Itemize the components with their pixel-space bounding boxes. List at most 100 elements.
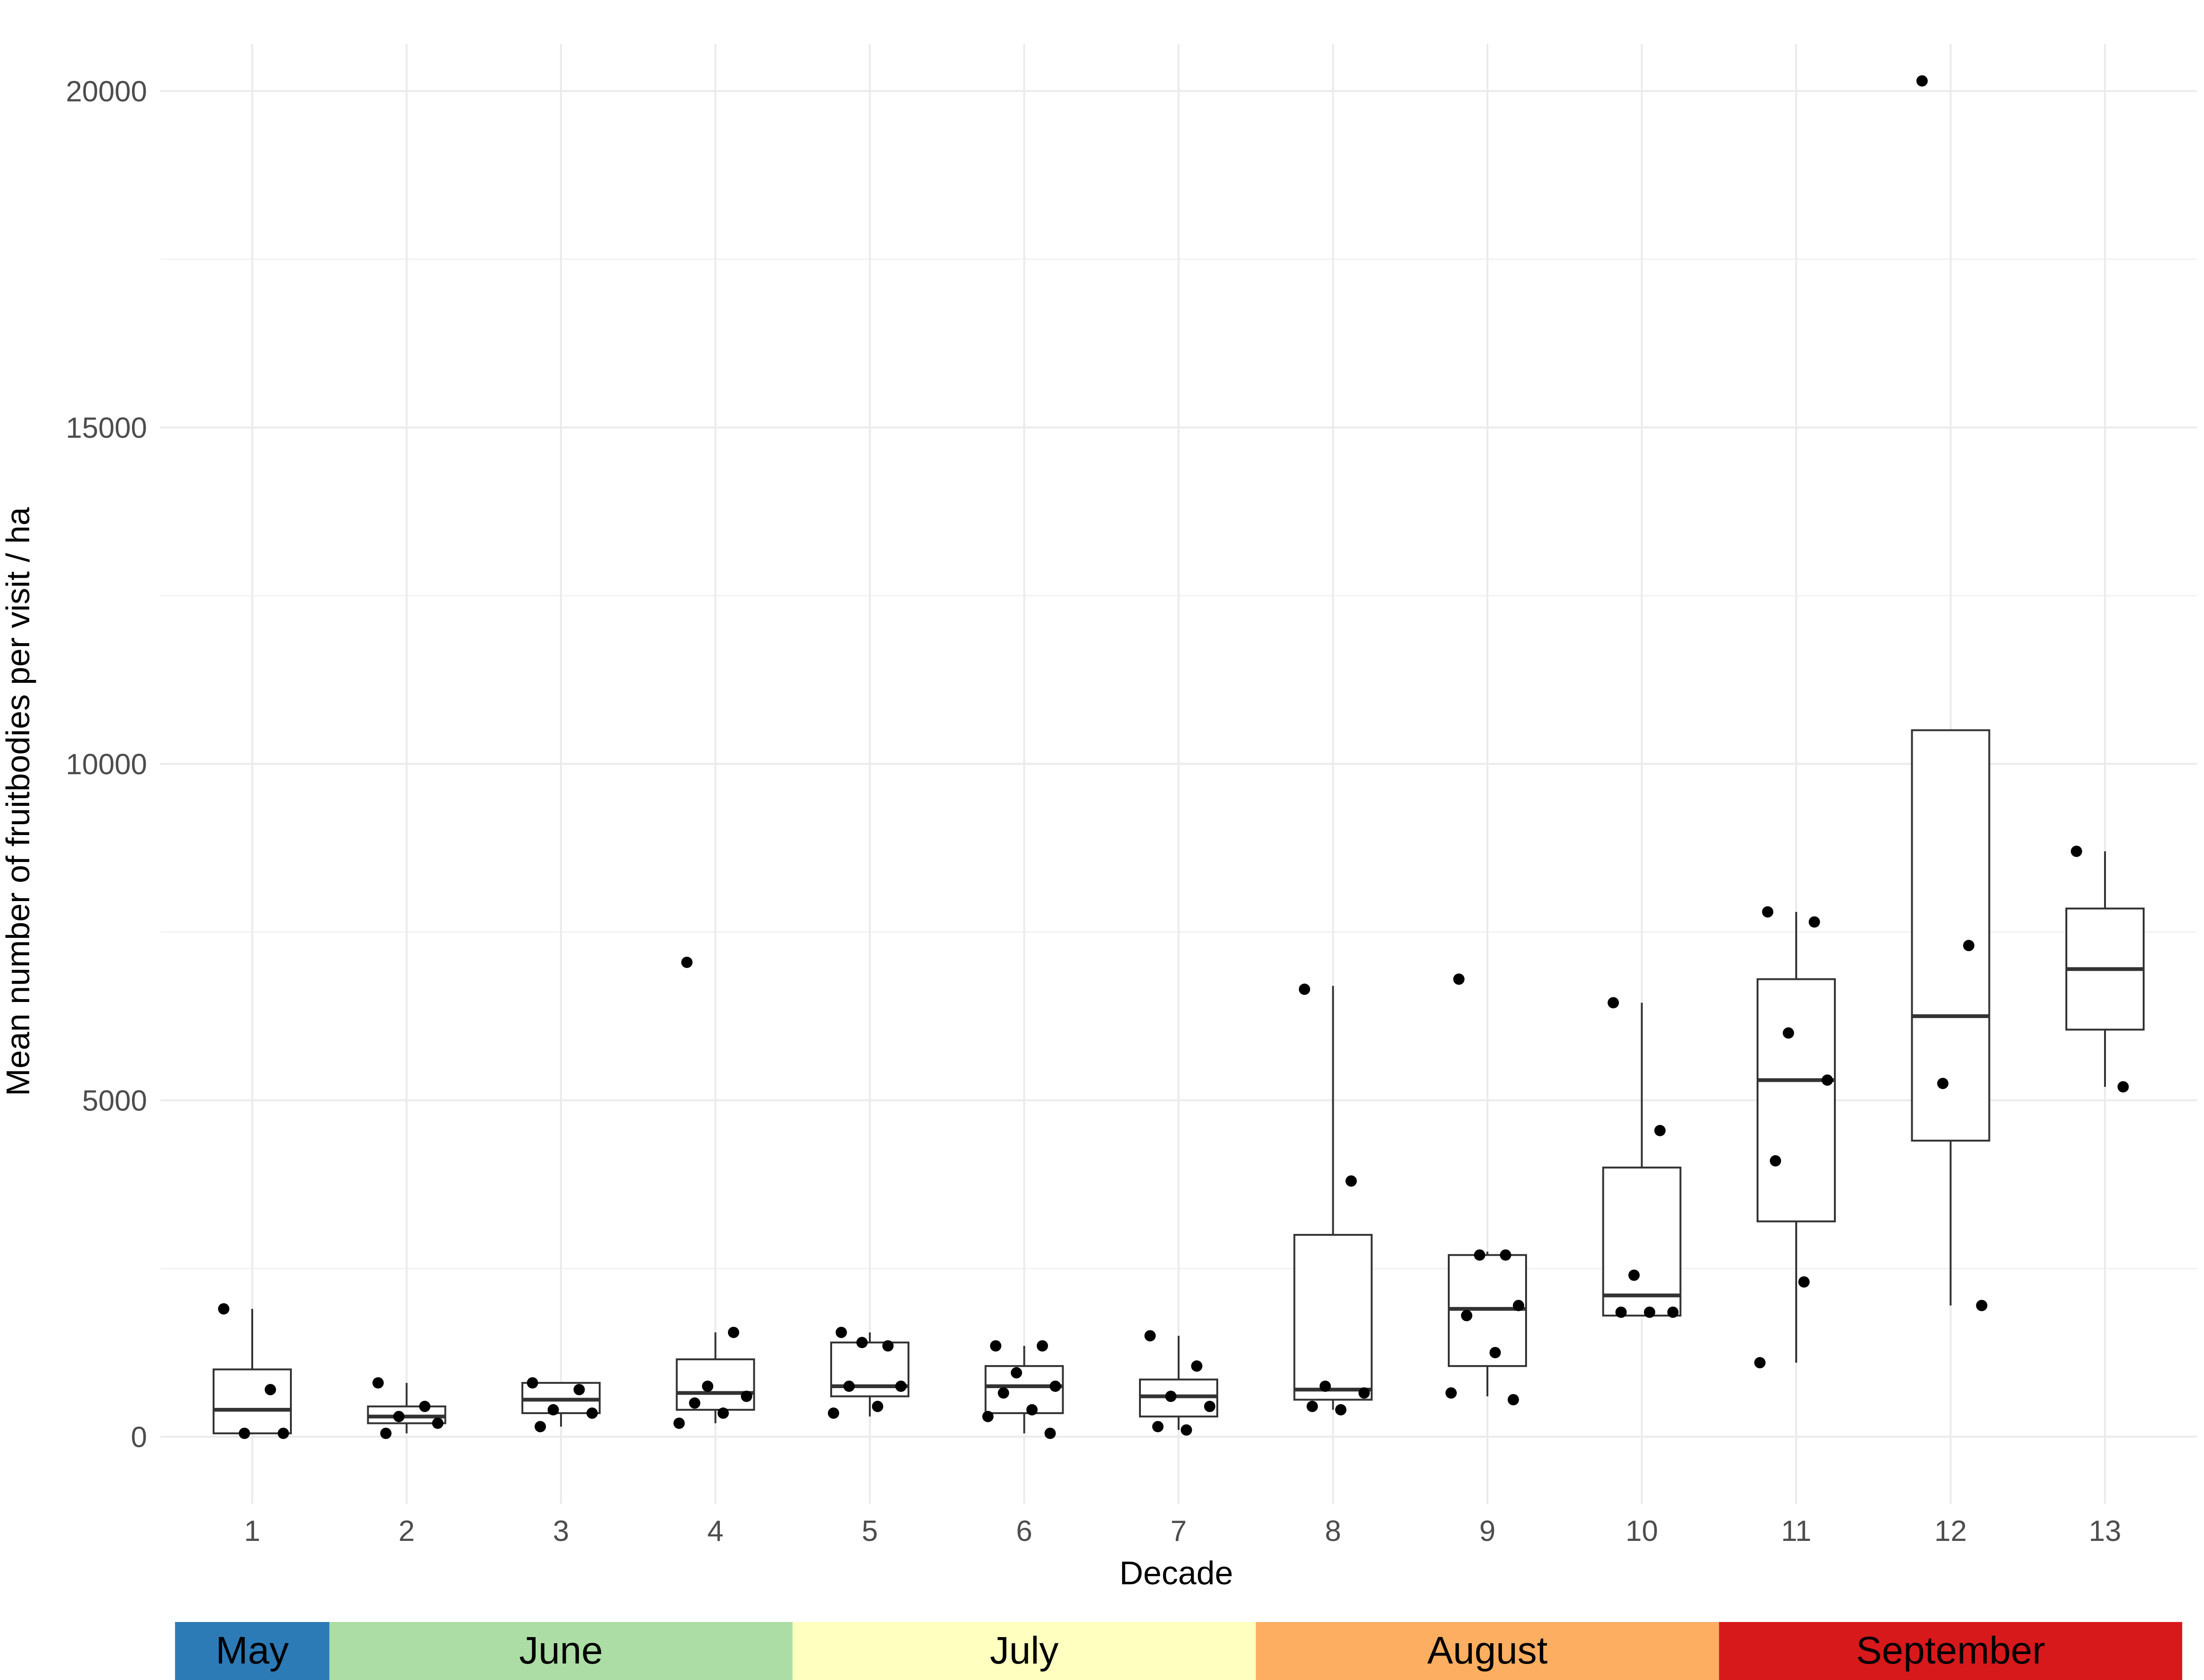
box-decade-7 <box>1139 1335 1218 1430</box>
data-point <box>1754 1357 1766 1369</box>
data-point <box>1346 1175 1357 1187</box>
x-tick-label: 5 <box>862 1515 878 1548</box>
data-point <box>1358 1387 1370 1399</box>
box-decade-6 <box>984 1346 1064 1433</box>
data-point <box>586 1407 598 1419</box>
month-band <box>329 1622 793 1680</box>
data-point <box>432 1417 444 1429</box>
month-bar: May June July August September <box>175 1622 2182 1680</box>
data-point <box>1822 1074 1833 1086</box>
data-point <box>1615 1307 1627 1318</box>
y-tick-label: 0 <box>131 1421 147 1454</box>
data-point <box>527 1377 538 1389</box>
data-point <box>1667 1307 1679 1318</box>
data-point <box>1026 1404 1038 1415</box>
box-decade-3 <box>521 1382 601 1427</box>
data-point <box>872 1400 883 1412</box>
month-label: June <box>519 1629 603 1672</box>
data-point <box>882 1340 894 1352</box>
data-point <box>1937 1077 1948 1089</box>
data-point <box>1508 1394 1519 1406</box>
month-band <box>1255 1622 1719 1680</box>
data-point <box>1644 1307 1655 1318</box>
month-label: July <box>990 1629 1059 1672</box>
box-decade-8 <box>1293 985 1373 1410</box>
data-point <box>1963 940 1974 952</box>
x-tick-label: 4 <box>707 1515 723 1548</box>
data-point <box>990 1340 1001 1352</box>
x-tick-label: 9 <box>1479 1515 1495 1548</box>
data-point <box>1299 984 1310 995</box>
data-point <box>1489 1347 1501 1358</box>
data-point <box>718 1407 729 1419</box>
data-point <box>689 1397 701 1409</box>
data-point <box>702 1380 713 1392</box>
data-point <box>1044 1427 1056 1439</box>
month-band <box>792 1622 1256 1680</box>
data-point <box>1916 75 1928 87</box>
data-point <box>1049 1380 1061 1392</box>
data-point <box>1461 1310 1472 1322</box>
x-tick-label: 13 <box>2089 1515 2121 1548</box>
data-point <box>2071 845 2082 857</box>
x-tick-label: 7 <box>1171 1515 1187 1548</box>
box-decade-1 <box>213 1308 292 1434</box>
data-point <box>1500 1249 1511 1261</box>
data-point <box>573 1384 585 1396</box>
data-point <box>1608 997 1619 1009</box>
month-band <box>1719 1622 2182 1680</box>
data-point <box>264 1384 276 1396</box>
month-segment-august: August <box>1255 1622 1719 1680</box>
month-band <box>175 1622 330 1680</box>
data-point <box>673 1417 685 1429</box>
month-segment-july: July <box>792 1622 1256 1680</box>
data-point <box>1191 1360 1203 1372</box>
box-decade-10 <box>1602 1002 1682 1317</box>
data-point <box>1453 973 1465 985</box>
data-point <box>1513 1299 1524 1311</box>
y-tick-label: 20000 <box>66 75 147 108</box>
data-point <box>1783 1027 1794 1039</box>
data-point <box>1976 1299 1988 1311</box>
box-decade-9 <box>1448 1251 1527 1397</box>
month-label: August <box>1427 1629 1548 1672</box>
data-point <box>1320 1380 1331 1392</box>
data-point <box>828 1407 839 1419</box>
data-point <box>1306 1400 1318 1412</box>
y-tick-label: 15000 <box>66 412 147 445</box>
y-tick-label: 5000 <box>82 1085 147 1117</box>
data-point <box>1798 1276 1810 1288</box>
data-point <box>278 1427 289 1439</box>
x-axis-ticks: 1 2 3 4 5 6 7 8 9 10 11 12 13 <box>244 1515 2121 1548</box>
data-point <box>1654 1125 1666 1136</box>
box-iqr <box>1757 978 1836 1223</box>
data-point <box>1474 1249 1486 1261</box>
boxes <box>213 729 2145 1434</box>
x-tick-label: 8 <box>1325 1515 1341 1548</box>
y-axis-ticks: 0 5000 10000 15000 20000 <box>66 75 147 1454</box>
data-point <box>895 1380 907 1392</box>
data-point <box>1204 1400 1215 1412</box>
x-tick-label: 1 <box>244 1515 260 1548</box>
data-point <box>239 1427 250 1439</box>
y-tick-label: 10000 <box>66 748 147 781</box>
data-point <box>1445 1387 1457 1399</box>
data-point <box>2117 1081 2129 1092</box>
data-point <box>998 1387 1009 1399</box>
data-point <box>1335 1404 1346 1415</box>
x-tick-label: 12 <box>1934 1515 1967 1548</box>
box-iqr <box>676 1358 755 1411</box>
x-tick-label: 6 <box>1016 1515 1032 1548</box>
box-decade-2 <box>367 1382 446 1433</box>
data-point <box>1808 916 1820 928</box>
data-point <box>419 1400 430 1412</box>
data-point <box>1152 1421 1164 1432</box>
data-point <box>372 1377 384 1389</box>
box-iqr <box>984 1365 1064 1415</box>
data-point <box>218 1303 230 1315</box>
box-iqr <box>213 1368 292 1434</box>
data-point <box>835 1326 847 1338</box>
box-decade-11 <box>1757 911 1836 1363</box>
x-tick-label: 11 <box>1781 1515 1811 1548</box>
